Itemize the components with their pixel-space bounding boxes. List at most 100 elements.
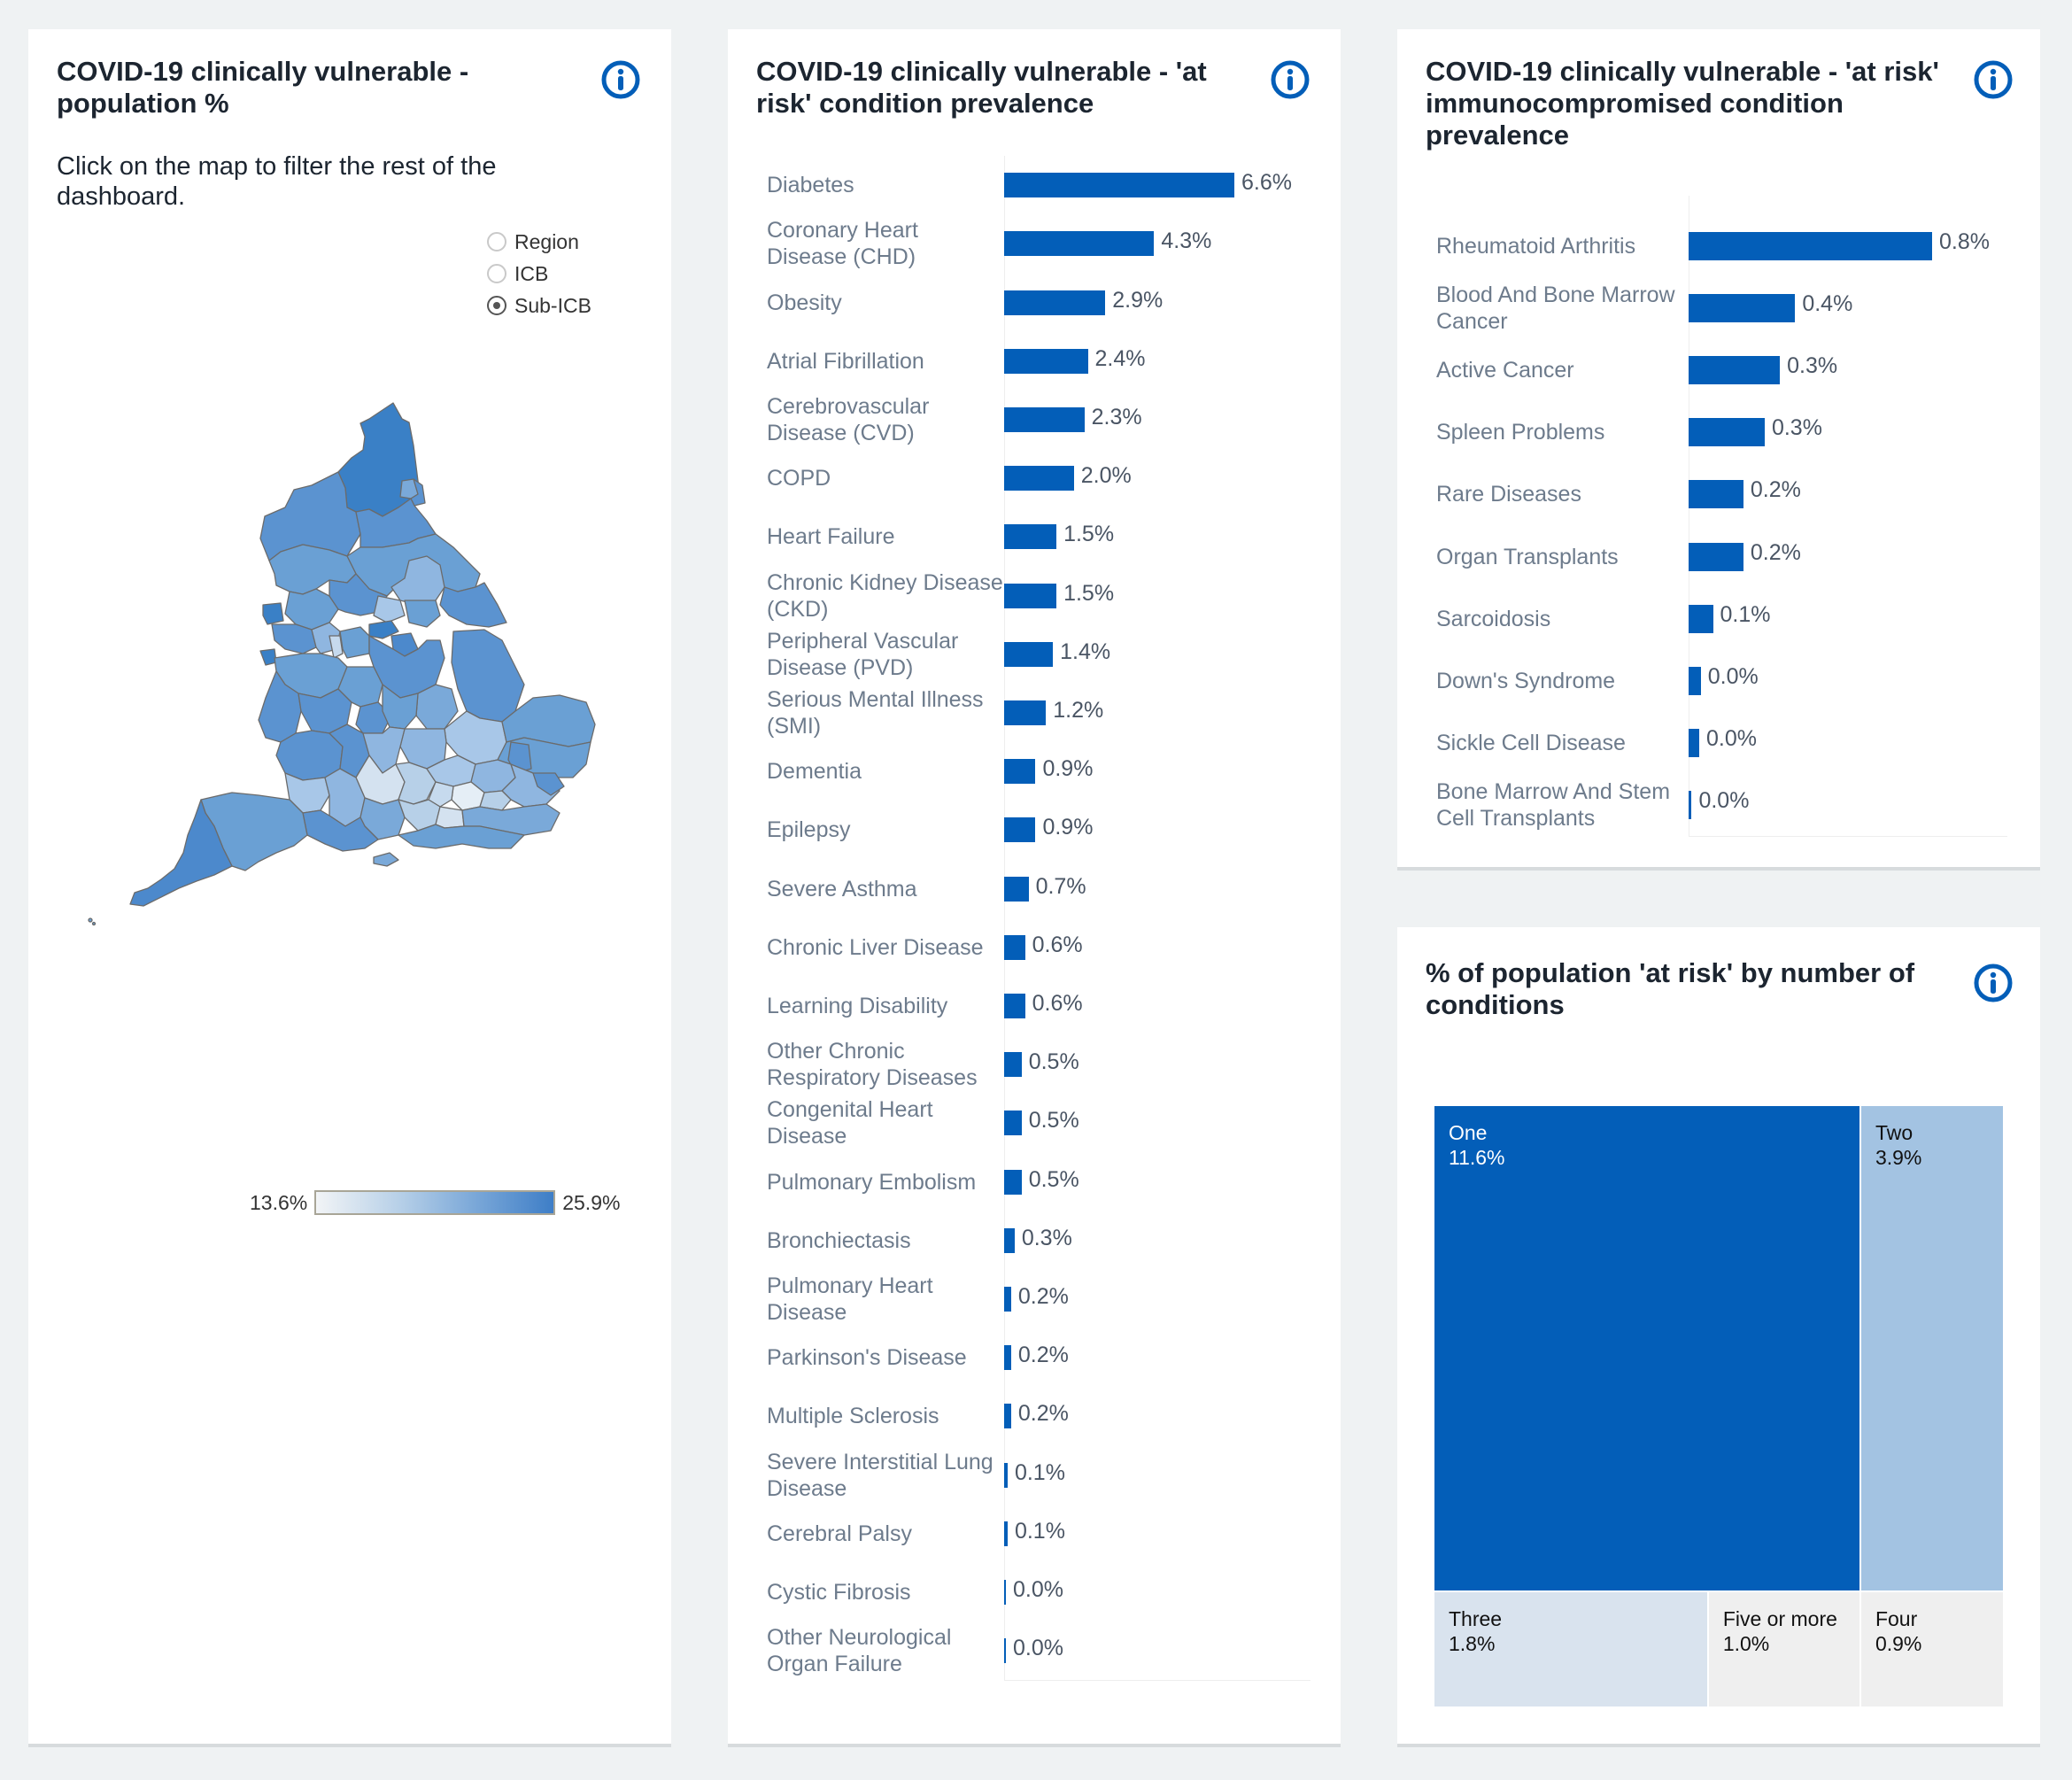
bar[interactable]	[1689, 542, 1743, 571]
bar[interactable]	[1004, 1462, 1008, 1488]
bar[interactable]	[1689, 604, 1713, 633]
bar-category-label: Rheumatoid Arthritis	[1436, 234, 1636, 259]
treemap-cell[interactable]: Two 3.9%	[1859, 1105, 2004, 1591]
treemap-cell[interactable]: Three 1.8%	[1434, 1590, 1708, 1707]
bar[interactable]	[1004, 1227, 1015, 1253]
map-region[interactable]	[439, 582, 507, 628]
map-region[interactable]	[302, 809, 379, 852]
map-region[interactable]	[415, 684, 459, 730]
info-circle-icon[interactable]	[600, 59, 641, 100]
map-region[interactable]	[259, 648, 277, 666]
map-region[interactable]	[373, 595, 406, 623]
map-region[interactable]	[368, 620, 399, 639]
treemap-cell[interactable]: Four 0.9%	[1859, 1590, 2004, 1707]
map-region[interactable]	[339, 626, 370, 659]
bar[interactable]	[1689, 790, 1692, 819]
bar[interactable]	[1004, 876, 1029, 902]
bar[interactable]	[1004, 1286, 1011, 1312]
bar[interactable]	[1004, 641, 1054, 667]
bar-category-label: Down's Syndrome	[1436, 668, 1616, 693]
map-region[interactable]	[428, 781, 454, 808]
treemap-cell[interactable]: Five or more 1.0%	[1707, 1590, 1860, 1707]
bar-category-label: Chronic Liver Disease	[767, 934, 984, 960]
map-region[interactable]	[532, 772, 565, 796]
bar[interactable]	[1004, 817, 1036, 843]
bar-value-label: 4.3%	[1161, 228, 1212, 254]
info-circle-icon[interactable]	[1973, 963, 2014, 1003]
map-region[interactable]	[435, 806, 465, 829]
bar[interactable]	[1689, 418, 1765, 447]
map-region[interactable]	[404, 600, 441, 628]
bar-category-label: Atrial Fibrillation	[767, 348, 924, 374]
bar[interactable]	[1004, 406, 1085, 432]
radio-circle[interactable]	[487, 296, 506, 315]
radio-circle[interactable]	[487, 264, 506, 283]
map-region[interactable]	[373, 852, 399, 867]
bar-value-label: 1.5%	[1063, 522, 1115, 547]
map-region[interactable]	[329, 635, 344, 659]
bar-category-label: Bone Marrow And Stem Cell Transplants	[1436, 778, 1671, 831]
map-region[interactable]	[451, 629, 525, 723]
legend-min-label: 13.6%	[250, 1190, 308, 1214]
bar-category-label: Congenital Heart Disease	[767, 1097, 933, 1149]
radio-label: Sub-ICB	[514, 293, 591, 317]
bar-value-label: 0.2%	[1017, 1343, 1069, 1368]
map-region[interactable]	[382, 684, 419, 730]
bar[interactable]	[1004, 1111, 1022, 1136]
map-region[interactable]	[271, 623, 317, 654]
bar[interactable]	[1004, 1345, 1011, 1371]
bar[interactable]	[1004, 1404, 1011, 1429]
map-region[interactable]	[262, 602, 284, 625]
bar[interactable]	[1689, 294, 1796, 323]
bar-value-label: 0.0%	[1013, 1576, 1063, 1602]
treemap-cell[interactable]: One 11.6%	[1434, 1105, 1860, 1591]
bar-category-label: Pulmonary Embolism	[767, 1169, 977, 1195]
radio-sub-icb[interactable]: Sub-ICB	[487, 290, 591, 321]
info-circle-icon[interactable]	[1973, 59, 2014, 100]
bar[interactable]	[1689, 728, 1700, 757]
bar[interactable]	[1004, 524, 1057, 550]
bar-category-label: Heart Failure	[767, 524, 895, 550]
map-region[interactable]	[398, 824, 525, 849]
conditions-count-panel: % of population 'at risk' by number of c…	[1397, 927, 2040, 1747]
bar[interactable]	[1004, 290, 1106, 315]
bar[interactable]	[1004, 759, 1036, 785]
bar-category-label: Dementia	[767, 759, 862, 785]
bar[interactable]	[1004, 993, 1025, 1018]
map-color-legend: 13.6% 25.9%	[250, 1190, 620, 1215]
bar[interactable]	[1689, 666, 1701, 695]
bar-category-label: Chronic Kidney Disease (CKD)	[767, 569, 1003, 622]
bar[interactable]	[1689, 232, 1932, 261]
bar[interactable]	[1004, 1052, 1022, 1078]
bar[interactable]	[1689, 356, 1781, 385]
bar-value-label: 0.0%	[1698, 787, 1750, 813]
map-region[interactable]	[91, 921, 97, 926]
bar[interactable]	[1004, 700, 1047, 725]
map-region[interactable]	[88, 917, 93, 923]
radio-circle[interactable]	[487, 232, 506, 252]
bar[interactable]	[1004, 173, 1234, 198]
map-region[interactable]	[284, 588, 339, 631]
bar[interactable]	[1004, 934, 1025, 960]
bar-category-label: Obesity	[767, 290, 842, 315]
bar[interactable]	[1004, 1638, 1006, 1664]
bar[interactable]	[1004, 348, 1088, 374]
bar[interactable]	[1689, 480, 1743, 509]
bar[interactable]	[1004, 1521, 1008, 1546]
radio-region[interactable]: Region	[487, 226, 591, 258]
bar-category-label: Cerebrovascular Disease (CVD)	[767, 393, 930, 445]
bar[interactable]	[1004, 1579, 1006, 1605]
map-region[interactable]	[129, 799, 233, 907]
bar[interactable]	[1004, 583, 1057, 608]
bar-category-label: Cystic Fibrosis	[767, 1579, 911, 1605]
bar[interactable]	[1004, 466, 1074, 491]
bar-category-label: Organ Transplants	[1436, 544, 1619, 569]
bar[interactable]	[1004, 231, 1155, 257]
bar[interactable]	[1004, 1169, 1022, 1195]
bar-value-label: 0.2%	[1750, 539, 1801, 565]
map-region[interactable]	[479, 790, 512, 811]
england-choropleth-map[interactable]	[64, 383, 648, 1092]
map-region[interactable]	[337, 402, 421, 517]
radio-icb[interactable]: ICB	[487, 258, 591, 290]
info-circle-icon[interactable]	[1270, 59, 1310, 100]
